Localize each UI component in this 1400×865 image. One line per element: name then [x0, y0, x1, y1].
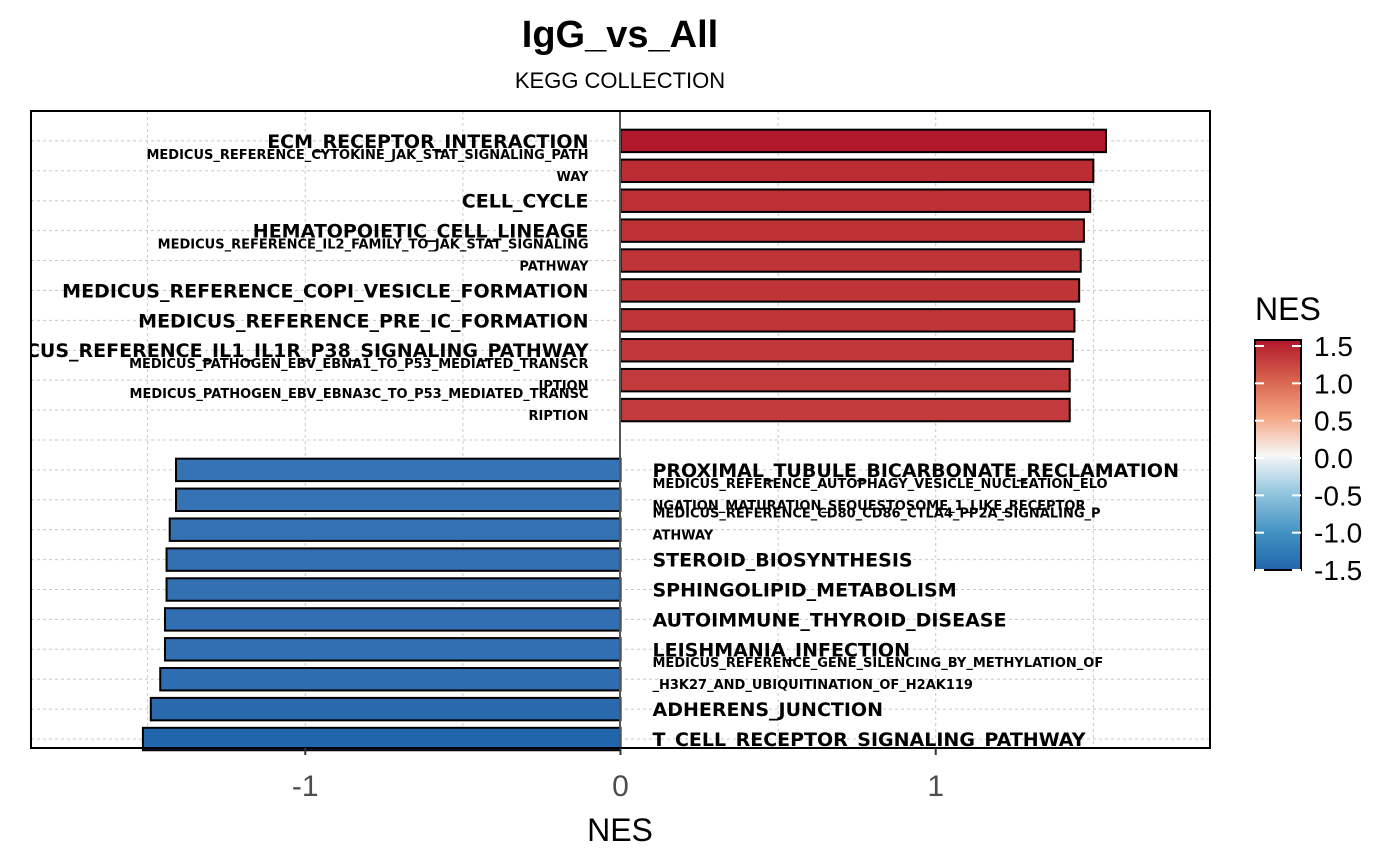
bar-label: MEDICUS_REFERENCE_CD80_CD86_CTLA4_PP2A_S… [653, 507, 1101, 522]
bar-label: WAY [557, 170, 590, 185]
bar-label: MEDICUS_REFERENCE_PRE_IC_FORMATION [138, 310, 588, 332]
bar [619, 188, 1092, 213]
bar [168, 517, 622, 542]
bar-label: MEDICUS_PATHOGEN_EBV_EBNA1_TO_P53_MEDIAT… [129, 357, 588, 372]
legend-tick-label: -1.5 [1314, 555, 1362, 586]
legend-tick-label: 1.5 [1314, 331, 1353, 362]
bar [165, 577, 622, 602]
bar-label: MEDICUS_REFERENCE_AUTOPHAGY_VESICLE_NUCL… [653, 477, 1108, 492]
color-legend: NES 1.5 1.0 0.5 0.0 -0.5 -1.0 -1.5 [1254, 291, 1362, 586]
bar-labels-group: ECM_RECEPTOR_INTERACTIONMEDICUS_REFERENC… [0, 131, 1179, 751]
bar [619, 308, 1076, 333]
bar [619, 128, 1107, 154]
bar [619, 218, 1085, 243]
bar-label: LEISHMANIA_INFECTION [653, 639, 910, 661]
bars-group [141, 128, 1107, 752]
legend-ticks: 1.5 1.0 0.5 0.0 -0.5 -1.0 -1.5 [1255, 331, 1362, 586]
bar [619, 248, 1082, 273]
bar-label: MEDICUS_REFERENCE_IL1_IL1R_P38_SIGNALING… [0, 340, 589, 362]
x-axis-title: NES [587, 812, 653, 848]
bar-label: MEDICUS_REFERENCE_COPI_VESICLE_FORMATION [62, 280, 588, 302]
bar-label: NGATION_MATURATION_SEQUESTOSOME_1_LIKE_R… [653, 499, 1086, 514]
x-axis-ticks: -1 0 1 [292, 748, 944, 803]
bar [163, 607, 622, 632]
bar-label: MEDICUS_REFERENCE_GENE_SILENCING_BY_METH… [653, 656, 1104, 671]
bar [175, 457, 622, 483]
bar-label: T_CELL_RECEPTOR_SIGNALING_PATHWAY [653, 729, 1086, 751]
legend-tick-label: 0.0 [1314, 443, 1353, 474]
legend-title: NES [1255, 291, 1321, 327]
bar-label: MEDICUS_REFERENCE_IL2_FAMILY_TO_JAK_STAT… [158, 238, 589, 253]
bar-label: MEDICUS_PATHOGEN_EBV_EBNA3C_TO_P53_MEDIA… [130, 387, 589, 402]
chart-subtitle: KEGG COLLECTION [515, 68, 725, 93]
bar-label: STEROID_BIOSYNTHESIS [653, 550, 913, 572]
chart-title: IgG_vs_All [522, 14, 718, 56]
bar [619, 338, 1074, 363]
bar-label: RIPTION [528, 409, 588, 424]
bar-label: PATHWAY [519, 260, 589, 275]
bar [175, 487, 622, 512]
bar [163, 637, 622, 662]
legend-colorbar [1254, 339, 1302, 571]
bar-label: AUTOIMMUNE_THYROID_DISEASE [653, 609, 1007, 631]
bar [149, 696, 622, 722]
bar-label: PROXIMAL_TUBULE_BICARBONATE_RECLAMATION [653, 460, 1179, 482]
bar-label: HEMATOPOIETIC_CELL_LINEAGE [253, 221, 589, 243]
x-tick-label: -1 [292, 770, 319, 803]
x-tick-label: 1 [927, 770, 944, 803]
bar-label: MEDICUS_REFERENCE_CYTOKINE_JAK_STAT_SIGN… [146, 148, 588, 163]
bar [619, 397, 1071, 423]
legend-tick-label: -1.0 [1314, 518, 1362, 549]
bar-label: ADHERENS_JUNCTION [653, 699, 883, 721]
x-tick-label: 0 [612, 770, 629, 803]
bar-label: SPHINGOLIPID_METABOLISM [653, 579, 957, 601]
bar [141, 726, 622, 752]
legend-tick-label: 0.5 [1314, 406, 1353, 437]
bar [165, 547, 622, 572]
bar [619, 367, 1071, 393]
legend-tick-label: -0.5 [1314, 480, 1362, 511]
bar [619, 278, 1081, 303]
bar-label: ECM_RECEPTOR_INTERACTION [267, 131, 588, 153]
bar-label: IPTION [538, 379, 588, 394]
legend-tick-label: 1.0 [1314, 368, 1353, 399]
bar [619, 158, 1095, 184]
bar [159, 667, 622, 692]
bar-label: ATHWAY [653, 529, 714, 544]
bar-label: _H3K27_AND_UBIQUITINATION_OF_H2AK119 [653, 678, 973, 693]
bar-label: CELL_CYCLE [462, 191, 589, 213]
